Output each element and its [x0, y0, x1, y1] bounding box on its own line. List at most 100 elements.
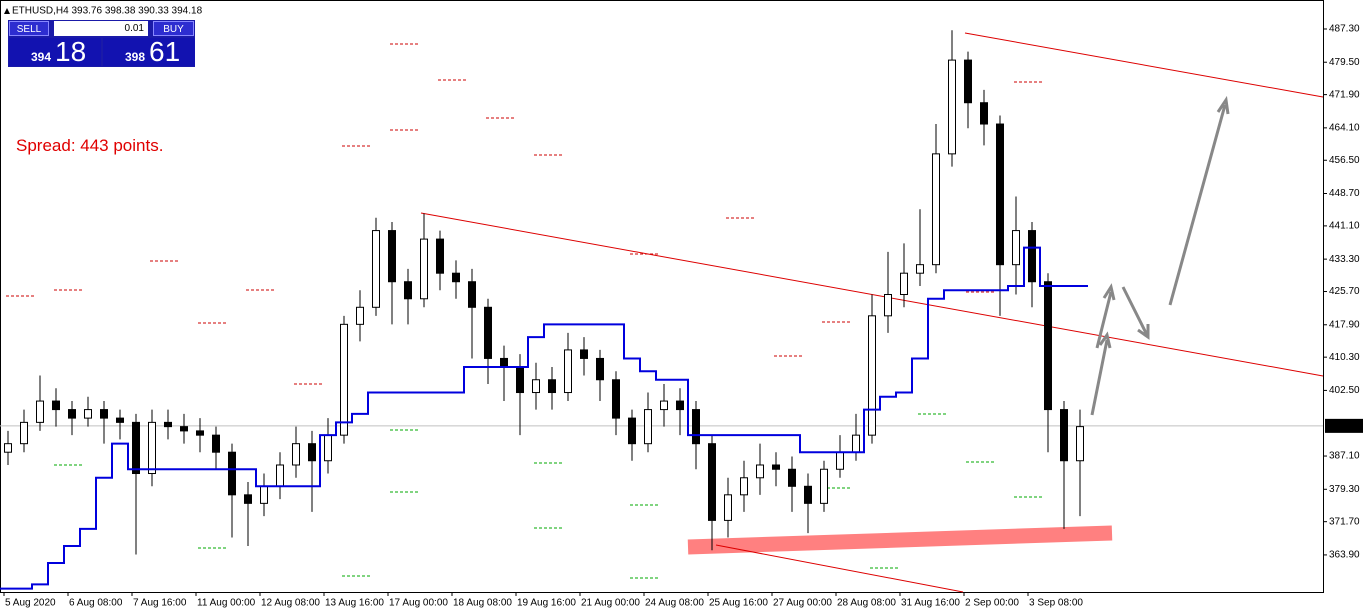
candle-body [676, 400, 684, 411]
candle-body [916, 264, 924, 274]
candle-body [404, 281, 412, 300]
candle-body [516, 366, 524, 394]
x-tick-label: 19 Aug 16:00 [517, 598, 576, 609]
candle-body [852, 434, 860, 453]
bid-price[interactable]: 394 18 [9, 38, 101, 66]
candle-body [1012, 230, 1020, 266]
candle-body [548, 379, 556, 394]
candle-body [932, 153, 940, 266]
y-tick-label: 425.70 [1329, 286, 1360, 297]
current-price-label: 394.18 [1327, 421, 1358, 432]
ask-price[interactable]: 398 61 [103, 38, 195, 66]
x-tick-label: 17 Aug 00:00 [389, 598, 448, 609]
candle-body [1060, 409, 1068, 462]
sell-button[interactable]: SELL [9, 21, 49, 36]
candle-body [996, 123, 1004, 266]
spread-label: Spread: 443 points. [16, 136, 164, 155]
lot-input[interactable]: 0.01 [54, 21, 148, 36]
candle-body [868, 315, 876, 436]
x-tick-label: 18 Aug 08:00 [453, 598, 512, 609]
candle-body [1076, 426, 1084, 462]
x-tick-label: 11 Aug 00:00 [197, 598, 256, 609]
candle-body [596, 357, 604, 381]
candle-body [468, 281, 476, 308]
candle-body [116, 417, 124, 423]
candle-body [292, 443, 300, 466]
levels [6, 43, 1044, 579]
candle-body [420, 238, 428, 300]
candle-body [452, 272, 460, 283]
x-tick-label: 27 Aug 00:00 [773, 598, 832, 609]
candle-body [836, 451, 844, 470]
drawings [420, 32, 1324, 593]
candle-body [564, 349, 572, 394]
y-tick-label: 387.10 [1329, 451, 1360, 462]
candle-body [324, 434, 332, 462]
candle-body [356, 306, 364, 325]
y-tick-label: 433.30 [1329, 254, 1360, 265]
x-tick-label: 5 Aug 2020 [5, 598, 56, 609]
buy-button[interactable]: BUY [153, 21, 194, 36]
candle-body [164, 421, 172, 428]
candle-body [484, 306, 492, 359]
x-tick-label: 12 Aug 08:00 [261, 598, 320, 609]
candle-body [820, 468, 828, 504]
candle-body [4, 443, 12, 453]
candle-body [388, 230, 396, 283]
y-tick-label: 487.30 [1329, 24, 1360, 35]
bid-big: 394 [31, 50, 52, 64]
candle-body [212, 434, 220, 453]
bid-small: 18 [55, 36, 87, 67]
candle-body [148, 421, 156, 475]
support-zone [687, 525, 1113, 555]
indicator-line [0, 246, 1088, 590]
x-tick-label: 13 Aug 16:00 [325, 598, 384, 609]
candle-body [580, 349, 588, 359]
trade-panel: SELL 0.01 BUY 394 18 398 61 [8, 20, 195, 67]
candle-body [756, 464, 764, 479]
candle-body [788, 468, 796, 487]
x-tick-label: 31 Aug 16:00 [901, 598, 960, 609]
candle-body [84, 409, 92, 419]
y-tick-label: 379.30 [1329, 484, 1360, 495]
candle-body [804, 485, 812, 504]
y-tick-label: 441.10 [1329, 221, 1360, 232]
channel-line [420, 212, 1324, 377]
candle-body [1044, 281, 1052, 411]
candle-body [612, 379, 620, 419]
x-tick-label: 25 Aug 16:00 [709, 598, 768, 609]
candle-body [20, 421, 28, 445]
y-tick-label: 471.90 [1329, 89, 1360, 100]
plot-frame [0, 0, 1324, 593]
channel-line [964, 32, 1324, 98]
y-tick-label: 464.10 [1329, 123, 1360, 134]
candle-body [884, 294, 892, 317]
candle-body [644, 409, 652, 445]
candle-body [372, 230, 380, 308]
y-tick-label: 371.70 [1329, 516, 1360, 527]
candle-body [180, 426, 188, 432]
arrows [1090, 95, 1230, 416]
candle-body [68, 409, 76, 419]
candle-body [340, 323, 348, 436]
candle-body [980, 102, 988, 125]
candle-body [628, 417, 636, 445]
candle-body [964, 59, 972, 104]
x-tick-label: 24 Aug 08:00 [645, 598, 704, 609]
y-tick-label: 410.30 [1329, 352, 1360, 363]
candle-body [660, 400, 668, 411]
channel-line [715, 544, 964, 593]
candle-body [1028, 230, 1036, 283]
candle-body [724, 494, 732, 521]
candle-body [276, 464, 284, 487]
ask-small: 61 [149, 36, 181, 67]
y-tick-label: 402.50 [1329, 385, 1360, 396]
y-tick-label: 417.90 [1329, 319, 1360, 330]
candle-body [308, 443, 316, 462]
x-tick-label: 28 Aug 08:00 [837, 598, 896, 609]
y-tick-label: 448.70 [1329, 188, 1360, 199]
candle-body [228, 451, 236, 496]
x-tick-label: 3 Sep 08:00 [1029, 598, 1083, 609]
symbol-icon [4, 8, 10, 14]
